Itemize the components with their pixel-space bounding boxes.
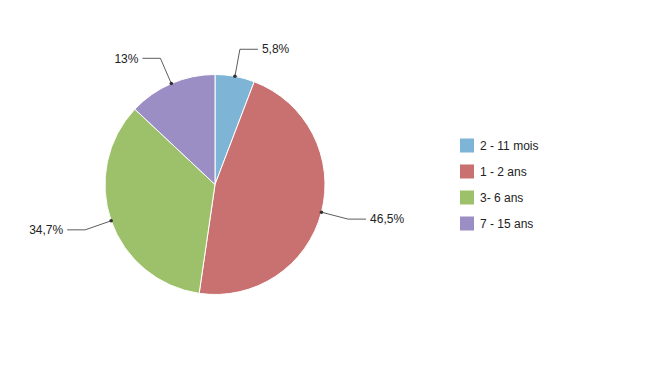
- data-label: 5,8%: [262, 42, 290, 56]
- legend-label: 3- 6 ans: [480, 191, 523, 205]
- legend-label: 2 - 11 mois: [480, 139, 538, 153]
- legend-swatch: [460, 191, 474, 205]
- legend-item: 1 - 2 ans: [460, 165, 527, 179]
- leader-line: [321, 212, 366, 219]
- chart: 5,8% 46,5% 34,7% 13% 2 - 11 mois 1 - 2 ans 3- …: [0, 0, 652, 369]
- legend-swatch: [460, 139, 474, 153]
- legend-swatch: [460, 165, 474, 179]
- pie: [105, 75, 325, 295]
- leader-line: [142, 58, 171, 83]
- legend-label: 7 - 15 ans: [480, 217, 533, 231]
- data-label: 46,5%: [370, 212, 404, 226]
- slice: [135, 75, 215, 185]
- legend-item: 2 - 11 mois: [460, 139, 538, 153]
- leader-dot: [233, 75, 237, 79]
- data-label: 34,7%: [29, 223, 63, 237]
- slice: [199, 82, 325, 295]
- leader-dot: [320, 210, 324, 214]
- legend-label: 1 - 2 ans: [480, 165, 527, 179]
- legend-item: 3- 6 ans: [460, 191, 523, 205]
- legend: 2 - 11 mois 1 - 2 ans 3- 6 ans 7 - 15 ans: [460, 139, 538, 231]
- leader-dot: [170, 82, 174, 86]
- leader-line: [235, 49, 258, 76]
- data-label: 13%: [114, 52, 138, 66]
- legend-swatch: [460, 217, 474, 231]
- legend-item: 7 - 15 ans: [460, 217, 533, 231]
- leader-line: [67, 221, 111, 230]
- data-labels: 5,8% 46,5% 34,7% 13%: [29, 42, 404, 237]
- leader-dot: [109, 219, 113, 223]
